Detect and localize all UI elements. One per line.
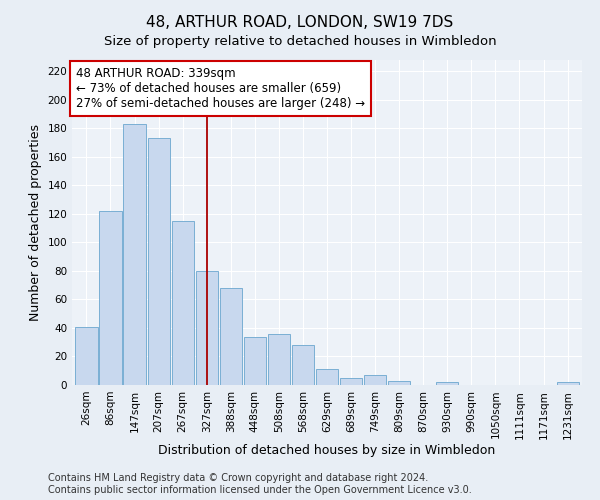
- Bar: [196, 271, 218, 385]
- Bar: [292, 345, 314, 385]
- Bar: [76, 326, 98, 385]
- Text: 48 ARTHUR ROAD: 339sqm
← 73% of detached houses are smaller (659)
27% of semi-de: 48 ARTHUR ROAD: 339sqm ← 73% of detached…: [76, 67, 365, 110]
- X-axis label: Distribution of detached houses by size in Wimbledon: Distribution of detached houses by size …: [158, 444, 496, 457]
- Bar: [100, 211, 122, 385]
- Bar: [436, 382, 458, 385]
- Text: Size of property relative to detached houses in Wimbledon: Size of property relative to detached ho…: [104, 35, 496, 48]
- Y-axis label: Number of detached properties: Number of detached properties: [29, 124, 42, 321]
- Text: Contains HM Land Registry data © Crown copyright and database right 2024.
Contai: Contains HM Land Registry data © Crown c…: [48, 474, 472, 495]
- Bar: [148, 138, 170, 385]
- Bar: [268, 334, 290, 385]
- Bar: [316, 370, 338, 385]
- Bar: [388, 380, 410, 385]
- Bar: [557, 382, 578, 385]
- Text: 48, ARTHUR ROAD, LONDON, SW19 7DS: 48, ARTHUR ROAD, LONDON, SW19 7DS: [146, 15, 454, 30]
- Bar: [220, 288, 242, 385]
- Bar: [172, 221, 194, 385]
- Bar: [244, 336, 266, 385]
- Bar: [364, 375, 386, 385]
- Bar: [124, 124, 146, 385]
- Bar: [340, 378, 362, 385]
